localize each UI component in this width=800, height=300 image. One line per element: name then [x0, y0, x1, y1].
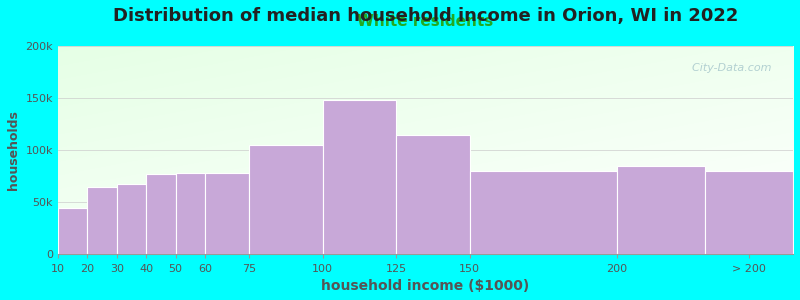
Bar	[249, 145, 322, 254]
Title: Distribution of median household income in Orion, WI in 2022: Distribution of median household income …	[113, 7, 738, 25]
Bar	[87, 187, 117, 254]
Bar	[146, 174, 175, 254]
Bar	[322, 100, 396, 254]
Y-axis label: households: households	[7, 110, 20, 190]
Bar	[58, 208, 87, 254]
Bar	[617, 166, 705, 254]
Bar	[470, 171, 617, 254]
Bar	[396, 135, 470, 254]
Bar	[117, 184, 146, 254]
Bar	[705, 171, 793, 254]
Text: City-Data.com: City-Data.com	[685, 63, 771, 73]
Bar	[175, 173, 205, 254]
X-axis label: household income ($1000): household income ($1000)	[322, 279, 530, 293]
Bar	[205, 173, 249, 254]
Text: White residents: White residents	[358, 14, 494, 29]
